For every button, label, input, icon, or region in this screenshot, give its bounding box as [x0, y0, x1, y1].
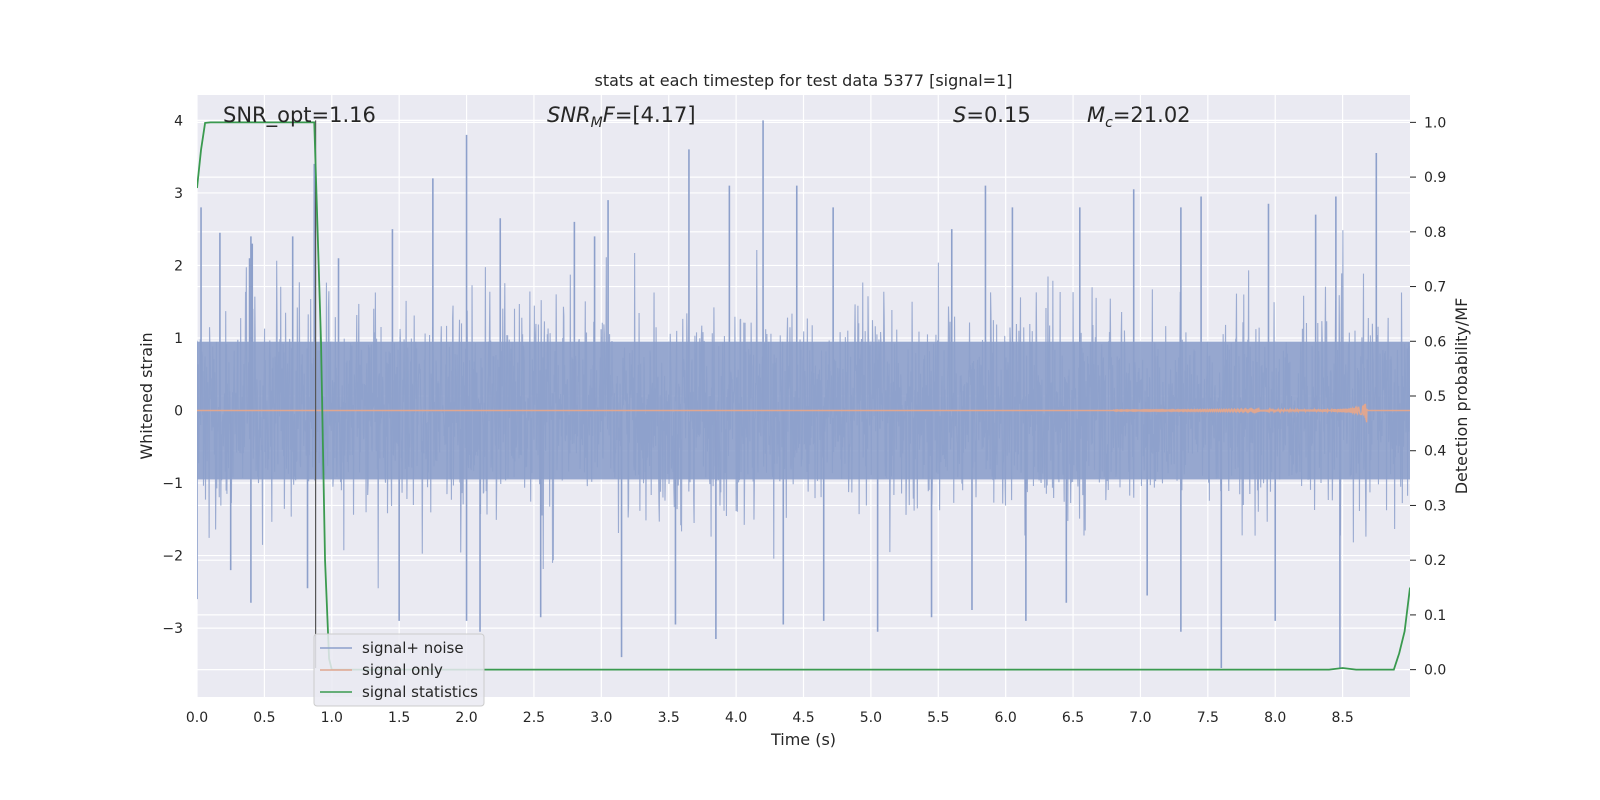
y-tick-label-5: 2: [174, 258, 183, 274]
x-tick-label-16: 8.0: [1264, 710, 1286, 726]
y-tick-label-4: 1: [174, 331, 183, 347]
series-layer: [197, 120, 1410, 671]
annotation-mc-value: =21.02: [1113, 103, 1191, 127]
y2-tick-label-0: 0.0: [1424, 663, 1446, 679]
x-tick-label-11: 5.5: [927, 710, 949, 726]
series-signal-only: [197, 403, 1410, 423]
x-tick-label-9: 4.5: [792, 710, 814, 726]
annotation-snr-mf: SNRMF=[4.17]: [547, 103, 696, 131]
x-tick-label-10: 5.0: [860, 710, 882, 726]
x-tick-label-5: 2.5: [523, 710, 545, 726]
legend-label-signal-only: signal only: [362, 661, 443, 679]
legend-label-signal-noise: signal+ noise: [362, 639, 464, 657]
annotation-snr-mf-main: SNR: [547, 103, 591, 127]
x-tick-label-7: 3.5: [658, 710, 680, 726]
y2-tick-label-3: 0.3: [1424, 498, 1446, 514]
annotation-s-value: =0.15: [966, 103, 1030, 127]
annotation-mc-main: M: [1087, 103, 1105, 127]
annotation-snr-mf-value: =[4.17]: [615, 103, 696, 127]
x-tick-label-6: 3.0: [590, 710, 612, 726]
y2-tick-label-5: 0.5: [1424, 389, 1446, 405]
chart-title: stats at each timestep for test data 537…: [594, 71, 1012, 90]
legend: signal+ noise signal only signal statist…: [313, 633, 485, 707]
x-tick-label-2: 1.0: [321, 710, 343, 726]
x-axis-label: Time (s): [770, 730, 836, 749]
annotation-s: S=0.15: [953, 103, 1031, 127]
annotation-snr-mf-tail: F: [603, 103, 616, 127]
y2-tick-label-2: 0.2: [1424, 553, 1446, 569]
x-tick-label-0: 0.0: [186, 710, 208, 726]
x-tick-label-12: 6.0: [995, 710, 1017, 726]
x-tick-label-3: 1.5: [388, 710, 410, 726]
y2-axis-label: Detection probability/MF: [1452, 298, 1471, 495]
y2-tick-label-10: 1.0: [1424, 115, 1446, 131]
y-tick-label-2: −1: [162, 476, 183, 492]
x-tick-label-13: 6.5: [1062, 710, 1084, 726]
y-axis-label: Whitened strain: [137, 332, 156, 459]
legend-label-signal-statistics: signal statistics: [362, 683, 478, 701]
y2-tick-label-9: 0.9: [1424, 170, 1446, 186]
series-signal-noise-spikes: [197, 120, 1378, 668]
y-tick-label-3: 0: [174, 404, 183, 420]
x-tick-label-1: 0.5: [253, 710, 275, 726]
y-tick-label-0: −3: [162, 621, 183, 637]
y-tick-label-1: −2: [162, 549, 183, 565]
x-tick-label-15: 7.5: [1197, 710, 1219, 726]
legend-box: [313, 633, 485, 707]
y2-tick-label-6: 0.6: [1424, 334, 1446, 350]
y2-tick-label-4: 0.4: [1424, 444, 1446, 460]
annotation-mc: Mc=21.02: [1087, 103, 1191, 131]
annotation-snr-opt: SNR_opt=1.16: [223, 103, 376, 128]
annotation-snr-mf-sub: M: [591, 115, 603, 131]
y-tick-label-7: 4: [174, 113, 183, 129]
y2-tick-label-1: 0.1: [1424, 608, 1446, 624]
y-tick-label-6: 3: [174, 186, 183, 202]
x-tick-label-4: 2.0: [455, 710, 477, 726]
x-tick-label-8: 4.0: [725, 710, 747, 726]
annotation-mc-sub: c: [1105, 115, 1113, 131]
ticks: 0.0 0.5 1.0 1.5 2.0 2.5 3.0 3.5 4.0 4.5 5.0 5.5 6.0 6…: [162, 113, 1446, 726]
x-tick-label-17: 8.5: [1331, 710, 1353, 726]
x-tick-label-14: 7.0: [1129, 710, 1151, 726]
annotation-s-main: S: [953, 103, 966, 127]
y2-tick-label-7: 0.7: [1424, 280, 1446, 296]
y2-tick-label-8: 0.8: [1424, 225, 1446, 241]
